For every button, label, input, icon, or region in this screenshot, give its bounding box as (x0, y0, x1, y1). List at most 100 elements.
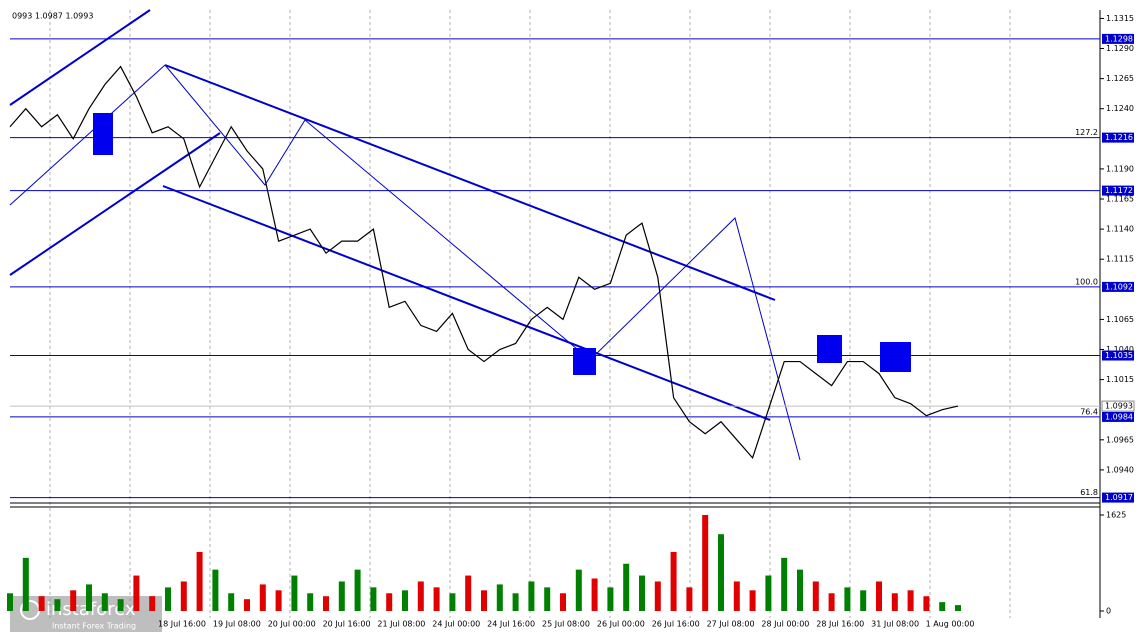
volume-bar (212, 569, 219, 611)
volume-bar (607, 587, 614, 611)
volume-bar (907, 590, 914, 611)
volume-bar (370, 587, 377, 611)
grid (49, 10, 1011, 618)
volume-bar (117, 599, 124, 611)
volume-bar (275, 590, 282, 611)
y-tick-label: 1.1240 (1106, 104, 1134, 113)
volume-bar (149, 596, 156, 611)
volume-bar (465, 575, 472, 611)
volume-bar (386, 593, 393, 611)
level-label-box (1102, 411, 1134, 422)
x-tick-label: 18 Jul 16:00 (158, 620, 206, 629)
x-tick-label: 26 Jul 16:00 (652, 620, 700, 629)
volume-bar (544, 587, 551, 611)
level-label-box (1102, 281, 1134, 292)
volume-bar (70, 590, 77, 611)
volume-bar (686, 587, 693, 611)
volume-bar (765, 575, 772, 611)
volume-tick-label: 0 (1106, 607, 1111, 616)
volume-bar (180, 581, 187, 611)
volume-bar (781, 557, 788, 611)
volume-bar (38, 596, 45, 611)
frame (10, 10, 1101, 618)
volume-bar (133, 575, 140, 611)
level-label-box (1102, 132, 1134, 143)
y-tick-label: 1.1265 (1106, 74, 1134, 83)
volume-bar (575, 569, 582, 611)
volume-bar (923, 596, 930, 611)
volume-bar (417, 581, 424, 611)
volume-bar (528, 581, 535, 611)
current-price-label: 1.0993 (1105, 402, 1133, 411)
volume-bar (812, 581, 819, 611)
x-tick-label: 27 Jul 08:00 (707, 620, 755, 629)
level-label: 1.0984 (1105, 412, 1133, 421)
x-tick-label: 26 Jul 00:00 (597, 620, 645, 629)
volume-bar (844, 587, 851, 611)
volume-bar (939, 602, 946, 611)
volume-bar (654, 581, 661, 611)
y-tick-label: 1.1140 (1106, 225, 1134, 234)
volume-bar (797, 569, 803, 611)
volume-bar (338, 581, 345, 611)
volume-bar (101, 593, 108, 611)
volume-bar (860, 590, 867, 611)
level-label: 1.1092 (1105, 282, 1133, 291)
volume-bar (323, 596, 329, 611)
fib-label: 100.0 (1075, 277, 1098, 286)
x-tick-label: 31 Jul 08:00 (871, 620, 919, 629)
x-tick-label: 20 Jul 00:00 (268, 620, 316, 629)
volume-bar (354, 569, 361, 611)
fib-label: 127.2 (1075, 128, 1098, 137)
level-label-box (1102, 33, 1134, 44)
volume-bar (733, 581, 740, 611)
volume-bar (228, 593, 235, 611)
y-tick-label: 1.1065 (1106, 315, 1134, 324)
volume-bar (512, 593, 519, 611)
level-label-box (1102, 492, 1134, 503)
x-tick-label: 28 Jul 16:00 (816, 620, 864, 629)
volume-bar (591, 578, 598, 611)
volume-bar (670, 551, 677, 611)
volume-bar (718, 534, 724, 611)
y-tick-label: 1.1165 (1106, 195, 1134, 204)
volume-bar (639, 575, 645, 611)
volume-bar (54, 599, 61, 611)
level-label: 1.1298 (1105, 34, 1133, 43)
volume-bar (291, 575, 298, 611)
volume-bar (749, 590, 756, 611)
volume-bar (433, 587, 440, 611)
volume-bar (244, 599, 250, 611)
x-tick-label: 1 Aug 00:00 (926, 620, 975, 629)
volume-bar (22, 557, 29, 611)
volume-bar (307, 593, 314, 611)
brand-tagline: Instant Forex Trading (52, 622, 136, 631)
level-label: 1.0917 (1105, 493, 1133, 502)
fib-label: 61.8 (1080, 488, 1098, 497)
level-label: 1.1035 (1105, 351, 1133, 360)
volume-bar (7, 593, 13, 611)
y-tick-label: 1.1190 (1106, 164, 1134, 173)
y-tick-label: 1.1115 (1106, 255, 1134, 264)
volume-bar (86, 584, 92, 611)
volume-bar (876, 581, 882, 611)
level-label-box (1102, 185, 1134, 196)
y-tick-label: 1.0965 (1106, 435, 1134, 444)
y-tick-label: 1.1040 (1106, 345, 1134, 354)
pattern-boxes (93, 113, 911, 375)
level-label: 1.1172 (1105, 186, 1133, 195)
y-tick-label: 1.1290 (1106, 44, 1134, 53)
trend-lines (9, 9, 801, 461)
x-tick-label: 24 Jul 00:00 (432, 620, 480, 629)
volume-bar (165, 587, 171, 611)
x-tick-label: 24 Jul 16:00 (487, 620, 535, 629)
volume-bar (259, 584, 266, 611)
fib-label: 76.4 (1080, 407, 1098, 416)
x-tick-label: 25 Jul 08:00 (542, 620, 590, 629)
x-tick-label: 20 Jul 16:00 (323, 620, 371, 629)
y-tick-label: 1.1015 (1106, 375, 1134, 384)
volume-tick-label: 1625 (1106, 511, 1126, 520)
volume-bar (891, 593, 898, 611)
